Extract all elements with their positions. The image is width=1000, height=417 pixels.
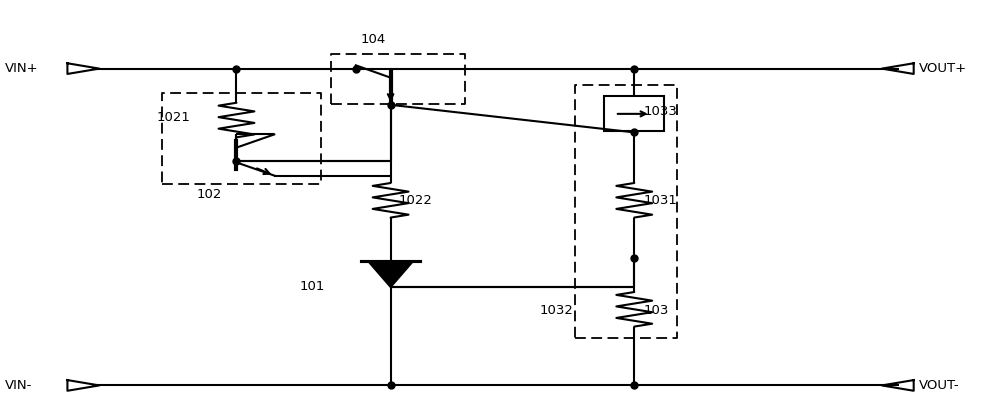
Text: 103: 103 [643,304,669,317]
Text: 101: 101 [299,280,324,293]
Text: VOUT-: VOUT- [919,379,959,392]
Text: 104: 104 [361,33,386,46]
Text: VIN-: VIN- [5,379,32,392]
Text: VOUT+: VOUT+ [919,62,967,75]
Text: 1031: 1031 [643,194,677,207]
Text: 1021: 1021 [157,111,191,125]
Text: 102: 102 [197,188,222,201]
Text: VIN+: VIN+ [5,62,38,75]
Text: 1033: 1033 [643,106,677,118]
Polygon shape [368,261,413,287]
Bar [604,96,664,131]
Text: 1032: 1032 [540,304,574,317]
Text: 1022: 1022 [399,194,432,207]
